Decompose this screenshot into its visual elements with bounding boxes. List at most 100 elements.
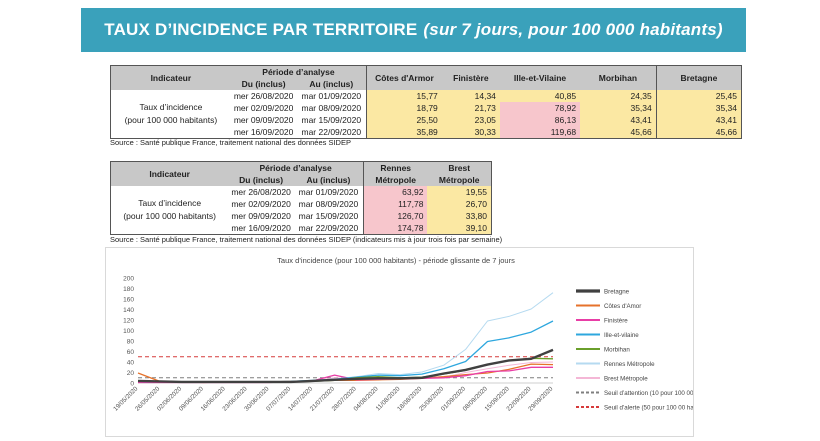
value-cell: 15,77: [366, 90, 442, 102]
value-cell: 18,79: [366, 102, 442, 114]
value-cell: 86,13: [499, 114, 581, 126]
date-au: mar 08/09/2020: [301, 103, 362, 113]
date-au: mar 22/09/2020: [296, 126, 367, 139]
header-indicateur: Indicateur: [110, 161, 229, 186]
chart-title: Taux d’incidence (pour 100 000 habitants…: [277, 256, 515, 265]
y-tick-label: 0: [130, 381, 134, 388]
legend-label: Seuil d’attention (10 pour 100 000 hab.): [604, 390, 693, 397]
value-cell: 45,66: [580, 126, 657, 139]
date-au: mar 15/09/2020: [298, 211, 359, 221]
banner-subtitle: (sur 7 jours, pour 100 000 habitants): [423, 20, 723, 39]
y-tick-label: 180: [123, 286, 134, 293]
value-cell: 21,73: [441, 102, 500, 114]
y-tick-label: 100: [123, 328, 134, 335]
legend-label: Côtes d'Amor: [604, 303, 641, 310]
value-cell: 30,33: [441, 126, 500, 139]
y-tick-label: 40: [127, 360, 135, 367]
date-au: mar 01/09/2020: [301, 91, 362, 101]
header-col: Rennes: [362, 161, 428, 174]
value-cell: 174,78: [362, 222, 428, 235]
legend-label: Brest Métropole: [604, 375, 648, 382]
value-cell: 35,89: [366, 126, 442, 139]
date-du: mer 02/09/2020: [231, 199, 291, 209]
value-cell: 24,35: [580, 90, 657, 102]
date-du: mer 26/08/2020: [233, 91, 294, 101]
legend-label: Rennes Métropole: [604, 361, 655, 368]
banner-title: TAUX D’INCIDENCE PAR TERRITOIRE: [104, 20, 418, 39]
date-du: mer 16/09/2020: [230, 126, 297, 139]
incidence-table-metropoles: Indicateur Période d’analyse Rennes Bres…: [110, 161, 493, 235]
incidence-table-departements: Indicateur Période d’analyse Côtes d'Arm…: [109, 65, 743, 139]
legend-label: Ille-et-vilaine: [604, 332, 639, 339]
value-cell: 25,45: [656, 90, 743, 102]
value-cell: 45,66: [656, 126, 743, 139]
legend-label: Seuil d’alerte (50 pour 100 00 hab.): [604, 404, 693, 411]
date-au: mar 08/09/2020: [298, 199, 359, 209]
header-col: Métropole: [427, 174, 493, 186]
legend-label: Finistère: [604, 317, 628, 324]
incidence-chart: Taux d’incidence (pour 100 000 habitants…: [105, 247, 713, 437]
incidence-chart-svg: Taux d’incidence (pour 100 000 habitants…: [112, 256, 713, 413]
header-col: Brest: [427, 161, 493, 174]
value-cell: 23,05: [441, 114, 500, 126]
value-cell: 40,85: [499, 90, 581, 102]
header-periode: Période d’analyse: [228, 161, 364, 174]
value-cell: 14,34: [441, 90, 500, 102]
source-note-1: Source : Santé publique France, traiteme…: [110, 138, 351, 147]
header-du: Du (inclus): [228, 174, 294, 186]
legend-label: Bretagne: [604, 288, 630, 295]
value-cell: 126,70: [362, 210, 428, 222]
value-cell: 119,68: [499, 126, 581, 139]
y-tick-label: 200: [123, 276, 134, 283]
y-tick-label: 60: [127, 349, 135, 356]
value-cell: 78,92: [499, 102, 581, 114]
table-row: mer 09/09/2020 mar 15/09/2020 126,70 33,…: [111, 210, 493, 222]
value-cell: 19,55: [427, 186, 493, 198]
value-cell: 33,80: [427, 210, 493, 222]
table-row: mer 16/09/2020 mar 22/09/2020 174,78 39,…: [111, 222, 493, 235]
date-du: mer 02/09/2020: [233, 103, 294, 113]
y-tick-label: 160: [123, 297, 134, 304]
table-row: mer 02/09/2020 mar 08/09/2020 18,79 21,7…: [111, 102, 743, 114]
value-cell: 35,34: [656, 102, 743, 114]
header-col: Côtes d'Armor: [366, 65, 442, 90]
header-col: Bretagne: [656, 65, 743, 90]
value-cell: 35,34: [580, 102, 657, 114]
value-cell: 117,78: [362, 198, 428, 210]
title-banner: TAUX D’INCIDENCE PAR TERRITOIRE (sur 7 j…: [81, 8, 746, 52]
indicator-label: Taux d’incidence (pour 100 000 habitants): [110, 186, 229, 235]
value-cell: 63,92: [362, 186, 428, 198]
date-du: mer 09/09/2020: [233, 115, 294, 125]
series-line: [137, 348, 554, 384]
y-tick-label: 80: [127, 339, 135, 346]
date-du: mer 09/09/2020: [231, 211, 291, 221]
y-tick-label: 20: [127, 370, 135, 377]
value-cell: 25,50: [366, 114, 442, 126]
header-du: Du (inclus): [230, 78, 297, 90]
header-col: Morbihan: [580, 65, 657, 90]
header-au: Au (inclus): [293, 174, 364, 186]
indicator-label: Taux d’incidence (pour 100 000 habitants): [109, 90, 231, 139]
table-row: Taux d’incidence (pour 100 000 habitants)…: [109, 90, 743, 139]
date-du: mer 26/08/2020: [231, 187, 291, 197]
table-row: mer 16/09/2020 mar 22/09/2020 35,89 30,3…: [111, 126, 743, 139]
table-row: Taux d’incidence (pour 100 000 habitants)…: [110, 186, 493, 235]
legend-label: Morbihan: [604, 346, 630, 353]
value-cell: 43,41: [580, 114, 657, 126]
header-au: Au (inclus): [296, 78, 367, 90]
header-col: Finistère: [441, 65, 500, 90]
table-row: mer 09/09/2020 mar 15/09/2020 25,50 23,0…: [111, 114, 743, 126]
y-tick-label: 140: [123, 307, 134, 314]
date-au: mar 22/09/2020: [293, 222, 364, 235]
table-row: mer 02/09/2020 mar 08/09/2020 117,78 26,…: [111, 198, 493, 210]
header-col: Métropole: [362, 174, 428, 186]
source-note-2: Source : Santé publique France, traiteme…: [110, 235, 503, 244]
header-indicateur: Indicateur: [109, 65, 231, 90]
date-au: mar 15/09/2020: [301, 115, 362, 125]
value-cell: 43,41: [656, 114, 743, 126]
date-au: mar 01/09/2020: [298, 187, 359, 197]
value-cell: 39,10: [427, 222, 493, 235]
date-du: mer 16/09/2020: [228, 222, 294, 235]
value-cell: 26,70: [427, 198, 493, 210]
header-periode: Période d’analyse: [230, 65, 367, 78]
